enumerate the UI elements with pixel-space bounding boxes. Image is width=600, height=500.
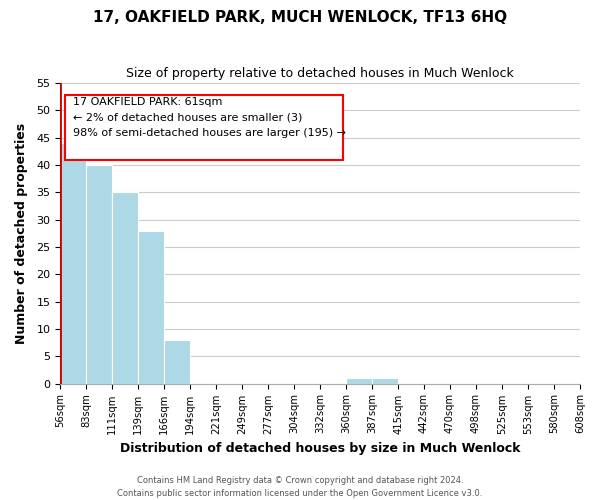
Bar [112, 192, 138, 384]
X-axis label: Distribution of detached houses by size in Much Wenlock: Distribution of detached houses by size … [120, 442, 520, 455]
Text: 17, OAKFIELD PARK, MUCH WENLOCK, TF13 6HQ: 17, OAKFIELD PARK, MUCH WENLOCK, TF13 6H… [93, 10, 507, 25]
Text: Contains HM Land Registry data © Crown copyright and database right 2024.
Contai: Contains HM Land Registry data © Crown c… [118, 476, 482, 498]
FancyBboxPatch shape [65, 95, 343, 160]
Bar [346, 378, 372, 384]
Bar [60, 143, 86, 384]
Y-axis label: Number of detached properties: Number of detached properties [15, 122, 28, 344]
Text: 17 OAKFIELD PARK: 61sqm
← 2% of detached houses are smaller (3)
98% of semi-deta: 17 OAKFIELD PARK: 61sqm ← 2% of detached… [73, 98, 346, 138]
Bar [86, 165, 112, 384]
Bar [138, 230, 164, 384]
Bar [372, 378, 398, 384]
Title: Size of property relative to detached houses in Much Wenlock: Size of property relative to detached ho… [126, 68, 514, 80]
Bar [164, 340, 190, 384]
